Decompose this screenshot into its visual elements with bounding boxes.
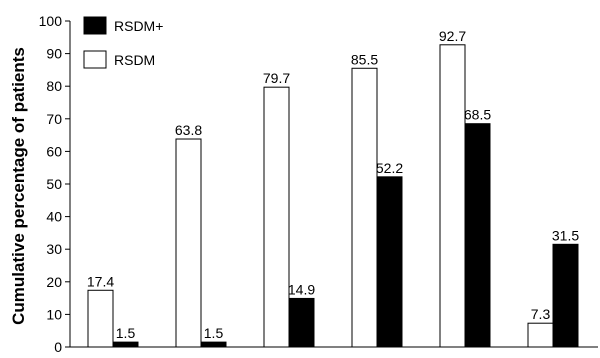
data-label: 52.2 xyxy=(376,160,403,176)
bar-rsdm-plus xyxy=(464,123,491,348)
legend-label: RSDM xyxy=(114,52,155,68)
data-label: 85.5 xyxy=(351,51,378,67)
y-tick-label: 10 xyxy=(46,306,62,322)
bar-rsdm xyxy=(87,289,114,348)
bars xyxy=(87,44,579,348)
data-label: 1.5 xyxy=(116,325,136,341)
legend-swatch xyxy=(83,16,107,35)
y-tick-label: 30 xyxy=(46,241,62,257)
bar-rsdm xyxy=(351,67,378,348)
y-tick-label: 100 xyxy=(39,13,63,29)
bar-rsdm-plus xyxy=(200,341,227,348)
y-tick-label: 80 xyxy=(46,78,62,94)
data-label: 68.5 xyxy=(464,107,491,123)
y-axis-ticks: 0 10 20 30 40 50 60 70 80 90 100 xyxy=(39,13,70,355)
y-tick-label: 50 xyxy=(46,176,62,192)
y-tick-label: 40 xyxy=(46,209,62,225)
bar-rsdm-plus xyxy=(552,243,579,348)
bar-rsdm xyxy=(263,86,290,348)
bar-rsdm xyxy=(527,322,554,348)
bar-rsdm-plus xyxy=(112,341,139,348)
bar-rsdm xyxy=(439,44,466,348)
data-label: 92.7 xyxy=(439,28,466,44)
data-label: 1.5 xyxy=(204,325,224,341)
y-tick-label: 60 xyxy=(46,143,62,159)
bar-rsdm-plus xyxy=(376,176,403,348)
legend-label: RSDM+ xyxy=(114,18,163,34)
data-label: 14.9 xyxy=(288,281,315,297)
data-label: 7.3 xyxy=(531,306,551,322)
y-axis-title: Cumulative percentage of patients xyxy=(9,47,28,325)
legend-swatch xyxy=(83,50,107,69)
y-tick-label: 90 xyxy=(46,46,62,62)
legend: RSDM+ RSDM xyxy=(83,16,163,69)
y-tick-label: 20 xyxy=(46,274,62,290)
data-label: 63.8 xyxy=(175,122,202,138)
data-label: 17.4 xyxy=(87,273,114,289)
y-tick-label: 70 xyxy=(46,111,62,127)
data-label: 79.7 xyxy=(263,70,290,86)
bar-rsdm-plus xyxy=(288,297,315,348)
bar-rsdm xyxy=(175,138,202,348)
data-labels: 17.4 1.5 63.8 1.5 79.7 14.9 85.5 52.2 92.7 68.5 7.… xyxy=(87,28,579,341)
y-tick-label: 0 xyxy=(54,339,62,355)
data-label: 31.5 xyxy=(552,227,579,243)
